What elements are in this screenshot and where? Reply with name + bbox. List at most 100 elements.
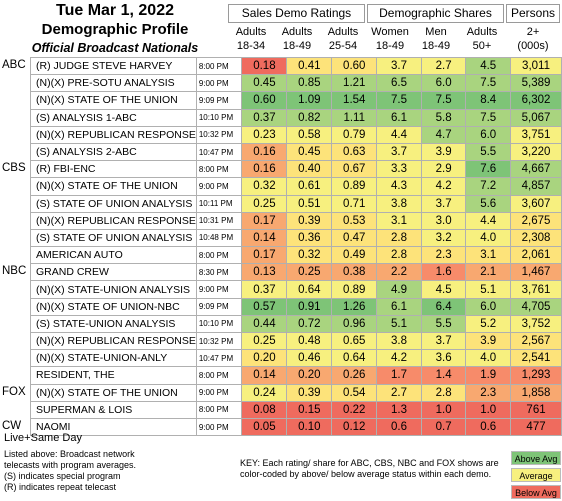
column-header-top: Adults	[466, 26, 498, 38]
program-name: (N)(X) STATE-UNION ANALYSIS	[30, 280, 197, 299]
rating-cell: 0.64	[331, 349, 378, 368]
table-row: (N)(X) STATE OF THE UNION 9:09 PM 0.60 1.09…	[30, 91, 562, 110]
airtime: 8:00 PM	[195, 160, 243, 179]
rating-cell: 0.7	[420, 417, 467, 437]
program-name: AMERICAN AUTO	[30, 246, 197, 265]
ratings-table: (R) JUDGE STEVE HARVEY 8:00 PM 0.18 0.41 0.6…	[30, 56, 562, 437]
table-row: GRAND CREW 8:30 PM 0.13 0.25 0.38 2.2 1.6 2.1 1,…	[30, 263, 562, 282]
report-date: Tue Mar 1, 2022	[56, 2, 174, 19]
rating-cell: 1.0	[420, 400, 467, 419]
rating-cell: 0.64	[286, 280, 333, 299]
rating-cell: 6.0	[465, 297, 512, 316]
rating-cell: 0.67	[331, 160, 378, 179]
persons-group-header: Persons	[506, 4, 560, 23]
rating-cell: 0.23	[241, 125, 288, 144]
rating-cell: 7.6	[465, 160, 512, 179]
rating-cell: 4.4	[376, 125, 422, 144]
rating-cell: 0.25	[241, 194, 288, 213]
rating-cell: 3.0	[420, 211, 467, 230]
rating-cell: 0.39	[286, 211, 333, 230]
airtime: 8:00 PM	[195, 56, 243, 76]
rating-cell: 1.6	[420, 263, 467, 282]
rating-cell: 0.71	[331, 194, 378, 213]
key-line: color-coded by above/ below average stat…	[240, 469, 492, 479]
legend-above-avg: Above Avg	[511, 451, 561, 465]
column-header-top: 2+	[526, 26, 540, 38]
rating-cell: 0.48	[286, 331, 333, 351]
network-label: FOX	[2, 385, 26, 398]
legend-below-avg: Below Avg	[511, 485, 561, 499]
rating-cell: 0.49	[331, 246, 378, 265]
rating-cell: 0.44	[241, 314, 288, 334]
footnote-line: (S) indicates special program	[4, 471, 121, 481]
report-title: Demographic Profile	[41, 21, 189, 38]
rating-cell: 0.61	[286, 177, 333, 196]
network-label: CBS	[2, 162, 26, 175]
rating-cell: 4.5	[420, 280, 467, 299]
rating-cell: 0.36	[286, 228, 333, 248]
column-header-bottom: 25-54	[328, 40, 358, 52]
column-header-top: Women	[371, 26, 409, 38]
rating-cell: 761	[510, 400, 562, 419]
column-header-top: Men	[425, 26, 447, 38]
airtime: 8:00 PM	[195, 366, 243, 385]
rating-cell: 5.5	[465, 142, 512, 162]
sales-group-header: Sales Demo Ratings	[228, 4, 365, 23]
rating-cell: 3.7	[420, 194, 467, 213]
program-name: GRAND CREW	[30, 263, 197, 282]
rating-cell: 6,302	[510, 91, 562, 110]
rating-cell: 0.20	[286, 366, 333, 385]
table-row: (N)(X) STATE OF THE UNION 9:00 PM 0.24 0.39…	[30, 383, 562, 402]
table-row: (S) ANALYSIS 2-ABC 10:47 PM 0.16 0.45 0.63 3.…	[30, 142, 562, 162]
rating-cell: 4.3	[376, 177, 422, 196]
rating-cell: 0.47	[331, 228, 378, 248]
column-header-bottom: 18-34	[236, 40, 266, 52]
program-name: (N)(X) STATE OF UNION-NBC	[30, 297, 197, 316]
rating-cell: 0.37	[241, 108, 288, 127]
airtime: 10:47 PM	[195, 142, 243, 162]
rating-cell: 0.22	[331, 400, 378, 419]
airtime: 10:32 PM	[195, 125, 243, 144]
table-row: (S) ANALYSIS 1-ABC 10:10 PM 0.37 0.82 1.11 6.…	[30, 108, 562, 127]
rating-cell: 2.7	[420, 56, 467, 76]
table-row: SUPERMAN & LOIS 8:00 PM 0.08 0.15 0.22 1.3 1.0…	[30, 400, 562, 419]
program-name: (N)(X) STATE OF THE UNION	[30, 91, 197, 110]
color-key-note: KEY: Each rating/ share for ABC, CBS, NB…	[240, 458, 505, 480]
rating-cell: 0.39	[286, 383, 333, 402]
footnotes: Listed above: Broadcast network telecasts…	[4, 449, 204, 493]
table-row: RESIDENT, THE 8:00 PM 0.14 0.20 0.26 1.7 1.4 1.…	[30, 366, 562, 385]
program-name: (N)(X) REPUBLICAN RESPONSE	[30, 211, 197, 230]
rating-cell: 4,857	[510, 177, 562, 196]
rating-cell: 0.96	[331, 314, 378, 334]
rating-cell: 0.17	[241, 246, 288, 265]
column-header-top: Adults	[327, 26, 359, 38]
rating-cell: 3.1	[465, 246, 512, 265]
rating-cell: 0.10	[286, 417, 333, 437]
rating-cell: 4.2	[420, 177, 467, 196]
airtime: 9:09 PM	[195, 91, 243, 110]
rating-cell: 7.5	[465, 74, 512, 93]
program-name: (R) JUDGE STEVE HARVEY	[30, 56, 197, 76]
airtime: 9:00 PM	[195, 177, 243, 196]
airtime: 9:00 PM	[195, 383, 243, 402]
rating-cell: 7.5	[420, 91, 467, 110]
rating-cell: 0.53	[331, 211, 378, 230]
column-header-top: Adults	[235, 26, 267, 38]
rating-cell: 5.1	[465, 280, 512, 299]
program-name: (S) ANALYSIS 2-ABC	[30, 142, 197, 162]
rating-cell: 0.82	[286, 108, 333, 127]
rating-cell: 2.9	[420, 160, 467, 179]
footnote-line: telecasts with program averages.	[4, 460, 137, 470]
rating-cell: 0.37	[241, 280, 288, 299]
rating-cell: 3.1	[376, 211, 422, 230]
rating-cell: 3,751	[510, 125, 562, 144]
airtime: 10:47 PM	[195, 349, 243, 368]
airtime: 9:09 PM	[195, 297, 243, 316]
rating-cell: 0.45	[241, 74, 288, 93]
rating-cell: 3,761	[510, 280, 562, 299]
rating-cell: 1.7	[376, 366, 422, 385]
rating-cell: 7.5	[376, 91, 422, 110]
program-name: RESIDENT, THE	[30, 366, 197, 385]
table-row: (N)(X) STATE-UNION-ANLY 10:47 PM 0.20 0.46 0…	[30, 349, 562, 368]
rating-cell: 0.32	[286, 246, 333, 265]
